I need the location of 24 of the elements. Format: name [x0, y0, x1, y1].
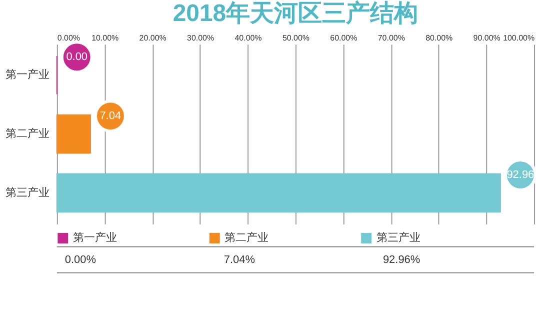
- x-tick-label: 100.00%: [503, 34, 535, 43]
- chart-title: 2018年天河区三产结构: [172, 0, 418, 28]
- legend-label: 第二产业: [224, 231, 269, 244]
- data-label: 7.04: [100, 110, 122, 122]
- x-tick-label: 90.00%: [473, 34, 500, 43]
- x-tick-label: 80.00%: [426, 34, 453, 43]
- data-label: 0.00: [66, 51, 88, 64]
- x-tick-label: 30.00%: [187, 34, 214, 43]
- x-tick-label: 10.00%: [92, 34, 119, 43]
- y-tick-label: 第一产业: [5, 68, 50, 82]
- x-tick-label: 40.00%: [234, 34, 262, 43]
- x-tick-label: 50.00%: [282, 34, 310, 43]
- data-label: 92.96: [506, 168, 534, 181]
- text: 92.96%: [382, 254, 420, 266]
- x-tick-label: 20.00%: [139, 34, 166, 43]
- x-tick-label: 60.00%: [330, 34, 358, 43]
- x-tick-label: 0.00%: [57, 34, 80, 43]
- text: 0.00%: [64, 254, 96, 266]
- text: 7.04%: [224, 254, 256, 266]
- legend-label: 第三产业: [376, 231, 420, 244]
- y-tick-label: 第三产业: [5, 186, 50, 199]
- y-tick-label: 第二产业: [5, 127, 50, 140]
- x-tick-label: 70.00%: [378, 34, 405, 43]
- legend-label: 第一产业: [72, 231, 117, 244]
